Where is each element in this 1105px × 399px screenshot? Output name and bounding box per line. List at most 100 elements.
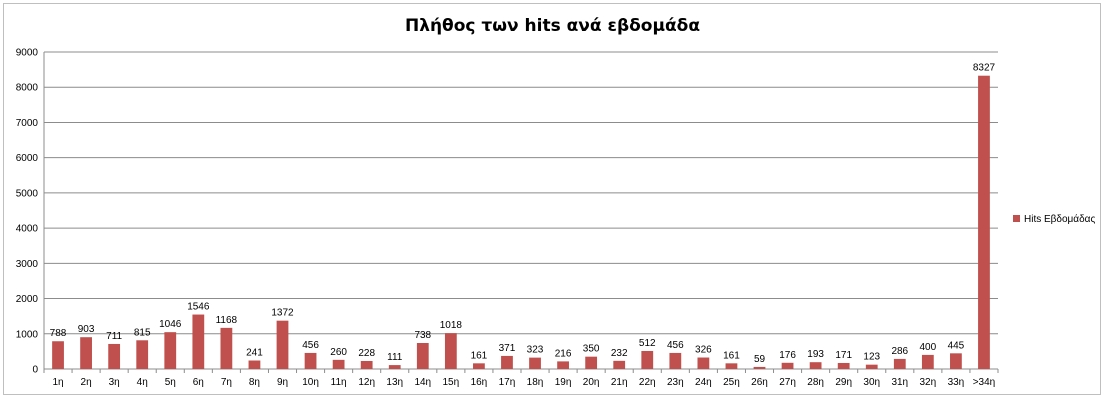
data-label: 1046 — [159, 319, 182, 330]
bar — [304, 352, 317, 369]
bar — [276, 320, 289, 369]
y-tick-label: 6000 — [16, 153, 39, 164]
data-label: 123 — [863, 352, 880, 363]
data-label: 176 — [779, 350, 796, 361]
bar — [585, 356, 598, 369]
bar — [444, 333, 457, 369]
x-tick-label: 20η — [583, 377, 600, 388]
data-label: 738 — [414, 330, 431, 341]
x-tick-label: 33η — [948, 377, 965, 388]
data-label: 8327 — [973, 63, 996, 74]
data-label: 171 — [835, 350, 852, 361]
x-tick-label: 21η — [611, 377, 628, 388]
bar — [192, 314, 205, 369]
data-label: 371 — [499, 343, 516, 354]
x-tick-label: 19η — [555, 377, 572, 388]
data-label: 326 — [695, 345, 712, 356]
bar — [136, 340, 149, 369]
bar — [220, 327, 233, 369]
bar — [613, 360, 626, 369]
bar — [108, 343, 121, 369]
x-tick-label: >34η — [973, 377, 996, 388]
bar — [950, 353, 962, 369]
data-label: 350 — [583, 344, 600, 355]
x-tick-label: 18η — [527, 377, 544, 388]
x-tick-label: 10η — [302, 377, 319, 388]
bar — [332, 359, 345, 369]
bar — [388, 365, 401, 369]
chart-frame — [3, 3, 1101, 395]
x-tick-label: 28η — [807, 377, 824, 388]
bar — [80, 337, 92, 369]
bar — [809, 362, 822, 369]
y-tick-label: 7000 — [16, 118, 39, 129]
data-label: 216 — [555, 348, 572, 359]
x-tick-label: 26η — [751, 377, 768, 388]
data-label: 456 — [302, 340, 319, 351]
x-tick-label: 17η — [499, 377, 516, 388]
y-tick-label: 8000 — [16, 83, 39, 94]
y-tick-label: 1000 — [16, 329, 39, 340]
legend-label: Hits Εβδομάδας — [1024, 213, 1095, 225]
data-label: 815 — [134, 327, 151, 338]
bar — [865, 364, 878, 369]
data-label: 260 — [330, 347, 347, 358]
bar — [753, 366, 766, 369]
data-label: 456 — [667, 340, 684, 351]
bar — [360, 360, 373, 369]
x-tick-label: 15η — [443, 377, 460, 388]
data-label: 400 — [920, 342, 937, 353]
x-tick-label: 4η — [137, 377, 148, 388]
data-label: 228 — [358, 348, 375, 359]
bar — [164, 332, 177, 369]
x-tick-label: 22η — [639, 377, 656, 388]
x-tick-label: 8η — [249, 377, 260, 388]
y-tick-label: 9000 — [16, 48, 39, 59]
bar — [697, 357, 710, 369]
y-tick-label: 3000 — [16, 259, 39, 270]
bar — [641, 350, 654, 369]
y-tick-label: 0 — [32, 365, 38, 376]
x-tick-label: 23η — [667, 377, 684, 388]
data-label: 59 — [754, 354, 766, 365]
data-label: 788 — [50, 328, 67, 339]
bar — [501, 355, 513, 369]
bar — [557, 361, 569, 369]
y-tick-label: 4000 — [16, 224, 39, 235]
y-tick-label: 5000 — [16, 188, 39, 199]
x-tick-label: 1η — [52, 377, 63, 388]
x-tick-label: 2η — [81, 377, 92, 388]
x-tick-label: 31η — [891, 377, 908, 388]
data-label: 711 — [106, 331, 122, 342]
x-tick-label: 16η — [471, 377, 488, 388]
bar — [837, 362, 850, 369]
data-label: 1546 — [187, 302, 210, 313]
x-tick-label: 27η — [779, 377, 796, 388]
bar — [725, 363, 738, 369]
data-label: 512 — [639, 338, 656, 349]
data-label: 241 — [246, 348, 263, 359]
x-tick-label: 6η — [193, 377, 204, 388]
x-tick-label: 30η — [863, 377, 880, 388]
data-label: 1168 — [216, 315, 238, 326]
data-label: 232 — [611, 348, 628, 359]
x-tick-label: 29η — [835, 377, 852, 388]
data-label: 286 — [891, 346, 908, 357]
x-tick-label: 32η — [920, 377, 937, 388]
y-tick-label: 2000 — [16, 294, 39, 305]
x-tick-label: 9η — [277, 377, 288, 388]
data-label: 445 — [948, 340, 965, 351]
bar — [529, 357, 541, 369]
data-label: 161 — [723, 350, 740, 361]
bar — [669, 352, 682, 369]
bar — [781, 362, 794, 369]
data-label: 161 — [471, 350, 488, 361]
x-tick-label: 3η — [109, 377, 120, 388]
bar — [978, 75, 990, 369]
data-label: 1018 — [440, 320, 463, 331]
x-tick-label: 13η — [386, 377, 403, 388]
data-label: 903 — [78, 324, 95, 335]
bar — [473, 363, 485, 369]
bar — [416, 343, 429, 369]
